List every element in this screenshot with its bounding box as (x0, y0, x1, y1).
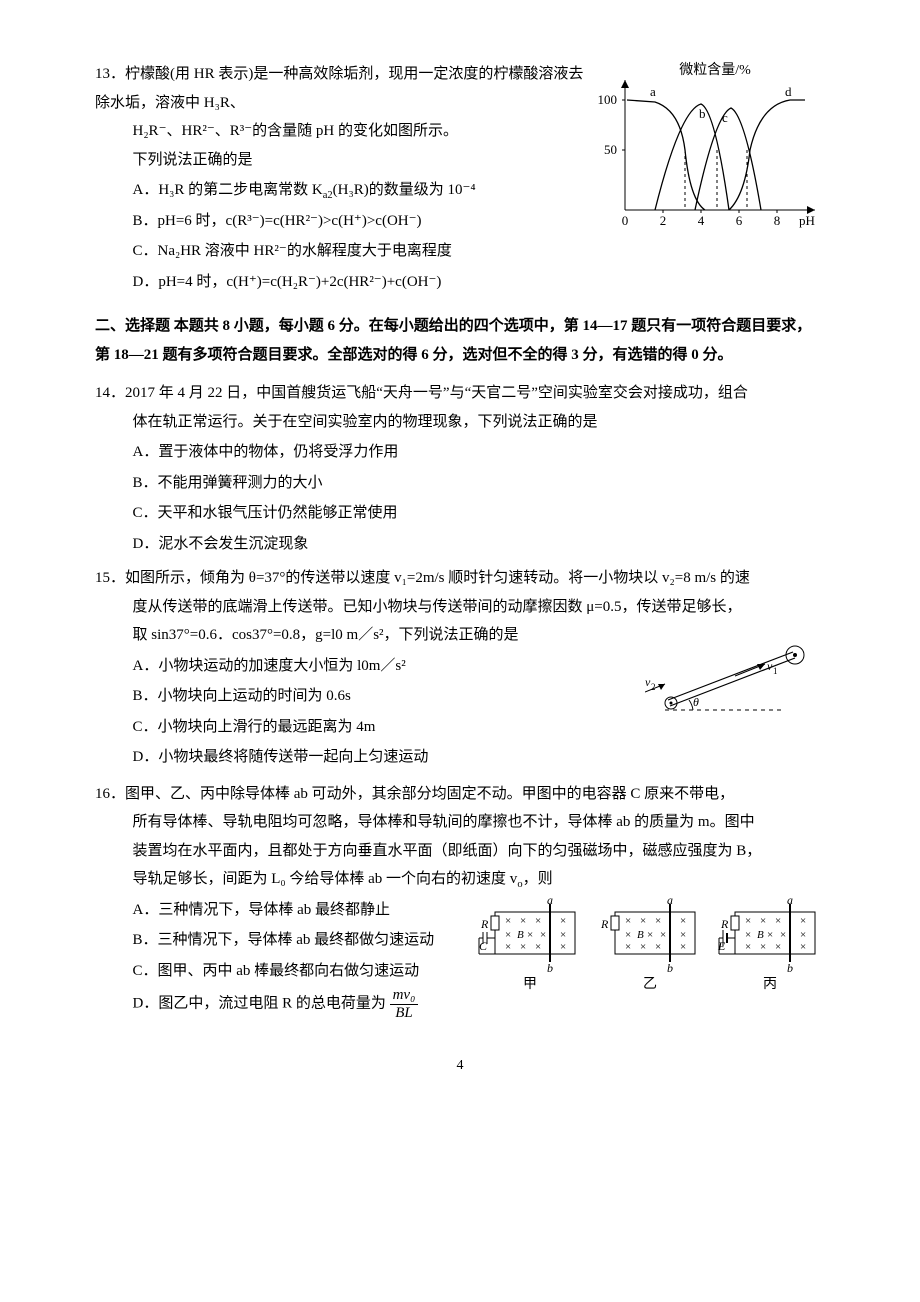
q16-stem-4: 导轨足够长，间距为 L₀ 今给导体棒 ab 一个向右的初速度 vo，则 (95, 865, 825, 894)
svg-text:R: R (480, 917, 489, 931)
svg-text:×: × (780, 929, 786, 941)
svg-text:×: × (655, 915, 661, 927)
page-number: 4 (95, 1053, 825, 1080)
q14-opt-d: D．泥水不会发生沉淀现象 (133, 530, 826, 559)
svg-text:×: × (625, 915, 631, 927)
svg-text:×: × (800, 929, 806, 941)
svg-text:B: B (637, 929, 644, 941)
svg-text:×: × (640, 941, 646, 953)
svg-text:d: d (785, 84, 792, 99)
svg-text:丙: 丙 (763, 977, 777, 992)
q13-opt-d: D．pH=4 时，c(H⁺)=c(H₂R⁻)+2c(HR²⁻)+c(OH⁻) (133, 268, 826, 297)
svg-text:6: 6 (736, 213, 743, 228)
q16-stem: 16．图甲、乙、丙中除导体棒 ab 可动外，其余部分均固定不动。甲图中的电容器 … (95, 780, 825, 809)
svg-text:×: × (760, 915, 766, 927)
svg-text:E: E (717, 939, 726, 953)
svg-text:a: a (650, 84, 656, 99)
svg-text:×: × (640, 915, 646, 927)
svg-text:a: a (667, 894, 673, 907)
svg-text:×: × (535, 941, 541, 953)
svg-text:×: × (680, 929, 686, 941)
svg-text:×: × (660, 929, 666, 941)
svg-text:×: × (680, 915, 686, 927)
svg-text:×: × (560, 941, 566, 953)
svg-text:×: × (527, 929, 533, 941)
q16-stem-3: 装置均在水平面内，且都处于方向垂直水平面（即纸面）向下的匀强磁场中，磁感应强度为… (95, 837, 825, 866)
svg-text:×: × (760, 941, 766, 953)
svg-text:R: R (600, 917, 609, 931)
svg-text:8: 8 (774, 213, 781, 228)
q15-stem-2: 度从传送带的底端滑上传送带。已知小物块与传送带间的动摩擦因数 μ=0.5，传送带… (95, 593, 825, 622)
q14-options: A．置于液体中的物体，仍将受浮力作用 B．不能用弹簧秤测力的大小 C．天平和水银… (95, 438, 825, 558)
svg-text:×: × (800, 915, 806, 927)
svg-text:b: b (547, 961, 553, 975)
svg-text:R: R (720, 917, 729, 931)
svg-text:×: × (680, 941, 686, 953)
question-15: 15．如图所示，倾角为 θ=37°的传送带以速度 v₁=2m/s 顺时针匀速转动… (95, 564, 825, 774)
svg-text:×: × (800, 941, 806, 953)
svg-text:C: C (479, 939, 488, 953)
svg-text:×: × (520, 941, 526, 953)
svg-text:微粒含量/%: 微粒含量/% (679, 62, 751, 78)
svg-text:b: b (787, 961, 793, 975)
svg-text:θ: θ (693, 695, 699, 709)
q14-opt-c: C．天平和水银气压计仍然能够正常使用 (133, 499, 826, 528)
q13-opt-c: C．Na₂HR 溶液中 HR²⁻的水解程度大于电离程度 (133, 237, 826, 266)
svg-text:1: 1 (773, 666, 778, 676)
svg-text:B: B (517, 929, 524, 941)
q15-stem: 15．如图所示，倾角为 θ=37°的传送带以速度 v₁=2m/s 顺时针匀速转动… (95, 564, 825, 593)
q14-stem-2: 体在轨正常运行。关于在空间实验室内的物理现象，下列说法正确的是 (95, 408, 825, 437)
svg-text:50: 50 (604, 142, 617, 157)
svg-text:100: 100 (598, 92, 618, 107)
section-2-header: 二、选择题 本题共 8 小题，每小题 6 分。在每小题给出的四个选项中，第 14… (95, 312, 825, 369)
q15-opt-d: D．小物块最终将随传送带一起向上匀速运动 (133, 743, 826, 772)
svg-text:×: × (775, 915, 781, 927)
svg-text:a: a (547, 894, 553, 907)
svg-text:×: × (505, 941, 511, 953)
svg-text:甲: 甲 (523, 977, 537, 992)
svg-text:×: × (655, 941, 661, 953)
q15-figure: θ v 2 v 1 (645, 640, 825, 731)
svg-text:2: 2 (660, 213, 667, 228)
q16-figures: a b R C ×××× ×B××× ×××× 甲 (475, 894, 825, 1005)
question-16: 16．图甲、乙、丙中除导体棒 ab 可动外，其余部分均固定不动。甲图中的电容器 … (95, 780, 825, 1024)
q16-stem-2: 所有导体棒、导轨电阻均可忽略，导体棒和导轨间的摩擦也不计，导体棒 ab 的质量为… (95, 808, 825, 837)
svg-text:c: c (722, 110, 728, 125)
q13-chart: 微粒含量/% 50 100 0 2 4 6 8 pH (595, 60, 825, 241)
svg-text:×: × (505, 915, 511, 927)
svg-text:pH: pH (799, 213, 815, 228)
svg-text:×: × (625, 929, 631, 941)
svg-text:b: b (667, 961, 673, 975)
svg-text:×: × (560, 929, 566, 941)
svg-text:×: × (775, 941, 781, 953)
svg-text:×: × (560, 915, 566, 927)
svg-text:×: × (520, 915, 526, 927)
svg-text:乙: 乙 (643, 976, 657, 992)
svg-text:a: a (787, 894, 793, 907)
svg-text:×: × (647, 929, 653, 941)
svg-text:×: × (505, 929, 511, 941)
svg-text:×: × (745, 915, 751, 927)
svg-text:×: × (767, 929, 773, 941)
svg-text:0: 0 (622, 213, 629, 228)
svg-text:b: b (699, 106, 706, 121)
question-13: 微粒含量/% 50 100 0 2 4 6 8 pH (95, 60, 825, 298)
q14-stem: 14．2017 年 4 月 22 日，中国首艘货运飞船“天舟一号”与“天官二号”… (95, 379, 825, 408)
q14-opt-b: B．不能用弹簧秤测力的大小 (133, 469, 826, 498)
svg-text:B: B (757, 929, 764, 941)
svg-text:×: × (745, 941, 751, 953)
q14-opt-a: A．置于液体中的物体，仍将受浮力作用 (133, 438, 826, 467)
svg-text:×: × (535, 915, 541, 927)
svg-text:×: × (625, 941, 631, 953)
svg-text:4: 4 (698, 213, 705, 228)
question-14: 14．2017 年 4 月 22 日，中国首艘货运飞船“天舟一号”与“天官二号”… (95, 379, 825, 558)
svg-text:×: × (540, 929, 546, 941)
svg-text:2: 2 (651, 682, 656, 692)
svg-text:×: × (745, 929, 751, 941)
